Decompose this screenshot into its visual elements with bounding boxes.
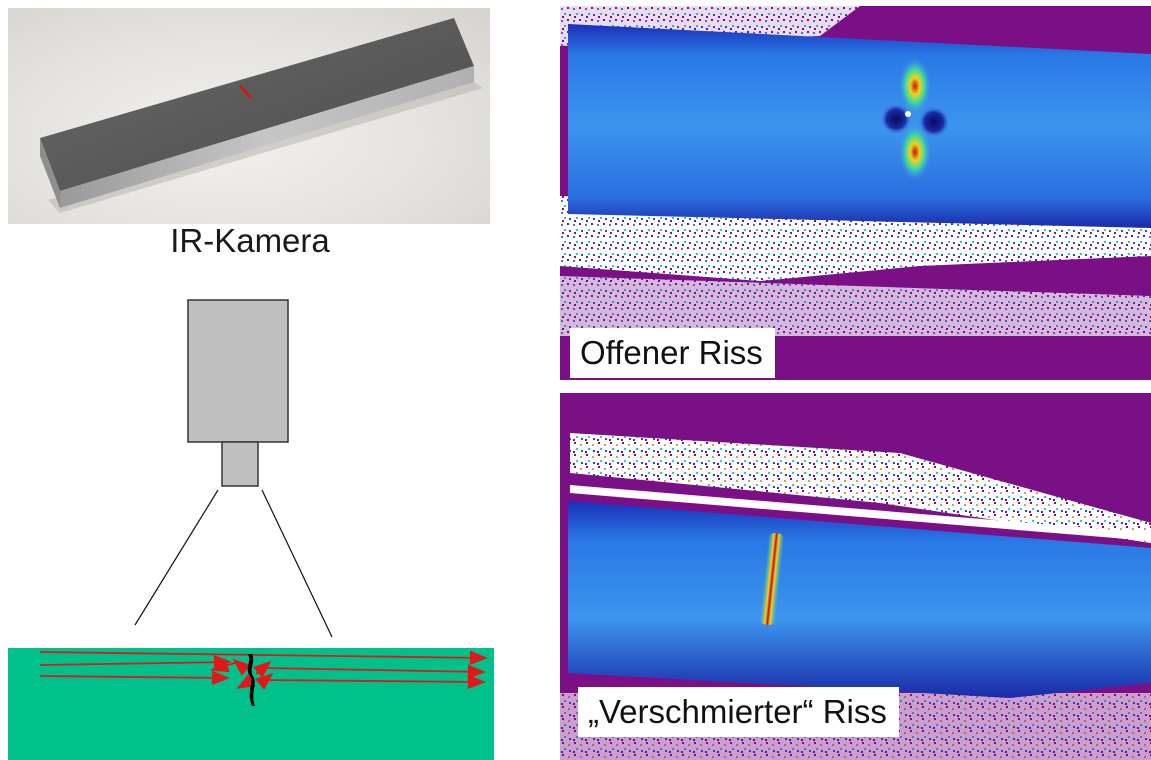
steel-bar-photo — [40, 18, 483, 213]
open-crack-label: Offener Riss — [570, 328, 775, 378]
smeared-crack-label: „Verschmierter“ Riss — [578, 687, 899, 737]
crack-mark — [238, 84, 253, 100]
thermal-image-open-crack: Offener Riss — [560, 6, 1151, 380]
thermal-image-smeared-crack: „Verschmierter“ Riss — [560, 393, 1151, 760]
wave-arrows — [39, 650, 488, 690]
cold-spot-left — [880, 103, 912, 135]
smeared-crack-line — [759, 533, 785, 625]
camera-lens — [221, 441, 259, 487]
bar-top-face — [40, 18, 474, 191]
crack-shape — [247, 654, 255, 706]
thermal-band-smeared — [568, 501, 1151, 698]
camera-title: IR-Kamera — [170, 222, 330, 259]
specimen-photo — [8, 8, 490, 224]
cold-spot-right — [918, 106, 950, 138]
bar-front-face — [40, 138, 60, 208]
camera-body — [187, 299, 289, 443]
fov-line-right — [261, 489, 333, 638]
thermal-band — [568, 24, 1151, 228]
thermal-plot-open — [560, 6, 1151, 336]
hot-spot-lower — [899, 124, 931, 180]
ir-camera-schematic — [8, 299, 494, 760]
hot-spot-upper — [899, 58, 931, 114]
fov-line-left — [134, 489, 219, 626]
